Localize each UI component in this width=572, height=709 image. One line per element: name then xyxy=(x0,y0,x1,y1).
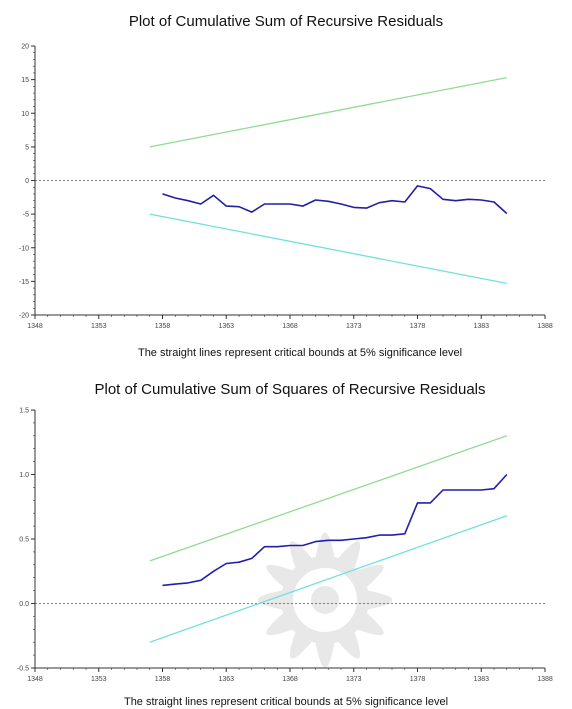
watermark-petal xyxy=(289,541,314,571)
x-tick-label: 1388 xyxy=(537,676,553,683)
watermark-petal xyxy=(315,532,335,560)
x-tick-label: 1373 xyxy=(346,676,362,683)
x-tick-label: 1358 xyxy=(155,323,171,330)
x-tick-label: 1378 xyxy=(410,323,426,330)
y-tick-label: 1.5 xyxy=(19,408,29,415)
series-line-cusum xyxy=(162,185,508,215)
chart-title: Plot of Cumulative Sum of Recursive Resi… xyxy=(129,13,443,30)
watermark-petal xyxy=(336,541,361,571)
x-tick-label: 1348 xyxy=(27,323,43,330)
x-tick-label: 1363 xyxy=(218,676,234,683)
watermark-petal xyxy=(354,564,384,589)
plot-area: 1.5 1.0 0.5 0.0 -0.5 1348 1353 1358 1363 1368 1373… xyxy=(17,408,553,684)
watermark-petal xyxy=(289,629,314,659)
y-tick-label: 15 xyxy=(21,77,29,84)
x-tick-label: 1368 xyxy=(282,323,298,330)
x-tick-label: 1358 xyxy=(155,676,171,683)
x-tick-label: 1368 xyxy=(282,676,298,683)
chart-title: Plot of Cumulative Sum of Squares of Rec… xyxy=(94,381,485,398)
x-tick-label: 1388 xyxy=(537,323,553,330)
watermark-petal xyxy=(315,640,335,668)
watermark-petal xyxy=(266,564,296,589)
x-tick-label: 1353 xyxy=(91,323,107,330)
y-tick-label: 5 xyxy=(25,144,29,151)
watermark-petal xyxy=(365,590,393,610)
x-tick-label: 1373 xyxy=(346,323,362,330)
bound-line-lower xyxy=(149,515,508,643)
x-tick-label: 1383 xyxy=(473,323,489,330)
y-tick-label: -0.5 xyxy=(17,666,29,673)
chart-cusum: Plot of Cumulative Sum of Recursive Resi… xyxy=(19,13,553,359)
y-tick-label: -5 xyxy=(23,212,29,219)
y-tick-label: -15 xyxy=(19,279,29,286)
bound-line-lower xyxy=(149,213,507,285)
y-tick-label: 0.5 xyxy=(19,537,29,544)
chart-caption: The straight lines represent critical bo… xyxy=(138,347,462,359)
x-tick-label: 1363 xyxy=(218,323,234,330)
watermark-petal xyxy=(266,611,296,636)
series-line-cusumsq xyxy=(162,473,508,587)
bound-line-upper xyxy=(149,435,508,562)
x-tick-label: 1353 xyxy=(91,676,107,683)
x-tick-label: 1378 xyxy=(410,676,426,683)
y-tick-label: -10 xyxy=(19,245,29,252)
y-tick-label: -20 xyxy=(19,313,29,320)
x-tick-label: 1383 xyxy=(473,676,489,683)
watermark-emblem xyxy=(257,532,393,668)
watermark-petal xyxy=(336,629,361,659)
bound-line-upper xyxy=(149,76,507,148)
y-tick-label: 0.0 xyxy=(19,601,29,608)
chart-cusum-squares: Plot of Cumulative Sum of Squares of Rec… xyxy=(17,381,553,708)
watermark-petal xyxy=(354,611,384,636)
y-tick-label: 20 xyxy=(21,44,29,51)
y-tick-label: 1.0 xyxy=(19,472,29,479)
watermark-petal xyxy=(257,590,285,610)
y-tick-label: 0 xyxy=(25,178,29,185)
chart-caption: The straight lines represent critical bo… xyxy=(124,696,448,708)
x-tick-label: 1348 xyxy=(27,676,43,683)
y-tick-label: 10 xyxy=(21,111,29,118)
plot-area: 20 15 10 5 0 -5 -10 -15 -20 1348 1353 1358 1363 1368 1… xyxy=(19,44,553,331)
